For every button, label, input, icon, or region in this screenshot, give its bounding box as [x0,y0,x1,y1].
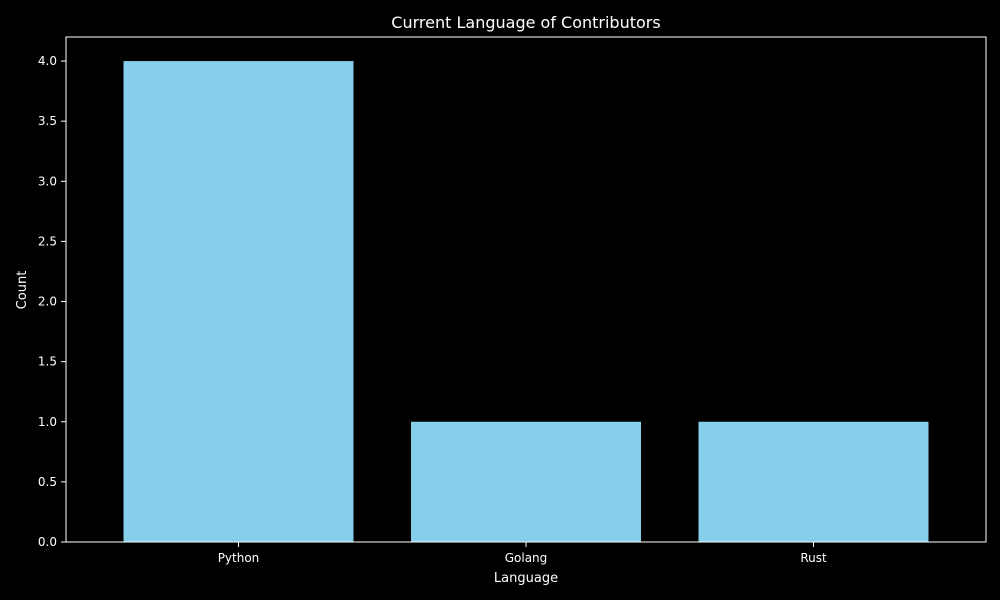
bar-golang [411,421,641,542]
bar-rust [698,421,929,542]
y-tick-label: 1.0 [38,415,57,429]
y-axis-label: Count [15,271,30,310]
y-tick-label: 0.0 [38,535,57,549]
y-tick-label: 3.0 [38,174,57,188]
y-tick-label: 2.5 [38,234,57,248]
bar-python [123,61,354,543]
y-tick-label: 2.0 [38,295,57,309]
y-tick-label: 0.5 [38,475,57,489]
x-axis-ticks: Python Golang Rust [218,542,827,565]
y-axis-ticks: 0.0 0.5 1.0 1.5 2.0 2.5 3.0 3.5 4.0 [38,54,66,549]
bars-group [123,61,929,543]
chart-title: Current Language of Contributors [391,13,660,32]
y-tick-label: 4.0 [38,54,57,68]
x-tick-label: Rust [800,551,827,565]
x-tick-label: Golang [505,551,548,565]
y-tick-label: 1.5 [38,355,57,369]
y-tick-label: 3.5 [38,114,57,128]
x-tick-label: Python [218,551,260,565]
x-axis-label: Language [494,571,558,586]
